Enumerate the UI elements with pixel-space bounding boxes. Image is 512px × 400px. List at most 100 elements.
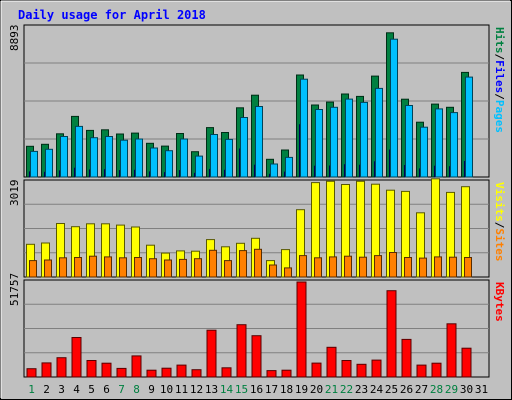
bar-pages-day-11	[180, 138, 188, 178]
bar-sites-day-12	[194, 258, 202, 278]
bar-kbytes-day-4	[71, 337, 82, 378]
x-tick-label-day-7: 7	[118, 383, 125, 396]
x-tick-label-day-18: 18	[280, 383, 293, 396]
bar-kbytes-day-12	[191, 369, 202, 378]
legend-kbytes: KBytes	[493, 282, 506, 322]
x-tick-label-day-22: 22	[340, 383, 353, 396]
bar-kbytes-day-2	[41, 362, 52, 378]
x-tick-label-day-6: 6	[103, 383, 110, 396]
legend-separator: /	[493, 54, 506, 61]
bar-pages-day-21	[330, 106, 338, 178]
bar-pages-day-22	[345, 98, 353, 178]
bar-kbytes-day-7	[116, 367, 127, 378]
bar-pages-day-10	[165, 150, 173, 178]
bar-sites-day-5	[89, 255, 97, 278]
x-tick-label-day-25: 25	[385, 383, 398, 396]
bar-pages-day-13	[210, 134, 218, 178]
bar-sites-day-28	[434, 256, 442, 278]
bar-pages-day-18	[285, 156, 293, 178]
x-tick-label-day-29: 29	[445, 383, 458, 396]
bar-sites-day-9	[149, 258, 157, 278]
bar-sites-day-30	[464, 257, 472, 278]
x-tick-label-day-15: 15	[235, 383, 248, 396]
bar-kbytes-day-11	[176, 364, 187, 378]
bar-sites-day-10	[164, 259, 172, 278]
bar-pages-day-5	[90, 137, 98, 178]
bar-sites-day-26	[404, 257, 412, 278]
bar-kbytes-day-6	[101, 362, 112, 378]
x-tick-label-day-17: 17	[265, 383, 278, 396]
x-tick-label-day-16: 16	[250, 383, 263, 396]
bar-kbytes-day-23	[356, 363, 367, 378]
x-tick-label-day-5: 5	[88, 383, 95, 396]
bar-kbytes-day-21	[326, 346, 337, 378]
legend-label-kbytes: KBytes	[493, 282, 506, 322]
bar-pages-day-9	[150, 147, 158, 178]
bar-kbytes-day-14	[221, 367, 232, 378]
legend-visits-sites: Visits/Sites	[493, 182, 506, 262]
x-tick-label-day-23: 23	[355, 383, 368, 396]
x-tick-label-day-31: 31	[475, 383, 488, 396]
bar-sites-day-14	[224, 260, 232, 278]
bar-sites-day-3	[59, 257, 67, 278]
bar-kbytes-day-19	[296, 281, 307, 378]
x-tick-label-day-8: 8	[133, 383, 140, 396]
x-tick-label-day-13: 13	[205, 383, 218, 396]
legend-label-visits: Visits	[493, 182, 506, 222]
bar-kbytes-day-18	[281, 369, 292, 378]
bar-sites-day-17	[269, 264, 277, 278]
bar-sites-day-22	[344, 255, 352, 278]
bar-sites-day-13	[209, 249, 217, 278]
x-tick-label-day-2: 2	[43, 383, 50, 396]
bar-pages-day-17	[270, 163, 278, 178]
bar-pages-day-23	[360, 101, 368, 178]
bar-sites-day-24	[374, 255, 382, 278]
bar-kbytes-day-1	[26, 368, 37, 378]
bar-kbytes-day-3	[56, 357, 67, 378]
bar-sites-day-25	[389, 252, 397, 278]
bar-sites-day-19	[299, 255, 307, 278]
bar-pages-day-1	[30, 150, 38, 178]
bar-pages-day-24	[375, 87, 383, 178]
bar-sites-day-2	[44, 259, 52, 278]
bar-sites-day-4	[74, 257, 82, 278]
legend-label-sites: Sites	[493, 228, 506, 261]
bar-kbytes-day-9	[146, 369, 157, 378]
bar-pages-day-27	[420, 126, 428, 178]
legend-label-files: Files	[493, 60, 506, 93]
bar-sites-day-16	[254, 248, 262, 278]
bar-kbytes-day-30	[461, 347, 472, 378]
bar-kbytes-day-29	[446, 323, 457, 378]
x-tick-label-day-20: 20	[310, 383, 323, 396]
x-tick-label-day-24: 24	[370, 383, 384, 396]
bar-pages-day-3	[60, 136, 68, 178]
bar-pages-day-6	[105, 136, 113, 178]
bar-pages-day-2	[45, 148, 53, 178]
legend-label-pages: Pages	[493, 100, 506, 133]
bar-sites-day-6	[104, 256, 112, 278]
bar-pages-day-30	[465, 76, 473, 178]
y-max-label: 51757	[8, 273, 21, 306]
bar-pages-day-12	[195, 155, 203, 178]
x-tick-label-day-12: 12	[190, 383, 203, 396]
bar-sites-day-21	[329, 256, 337, 278]
legend-separator: /	[493, 222, 506, 229]
bar-kbytes-day-15	[236, 324, 247, 378]
x-tick-label-day-14: 14	[220, 383, 234, 396]
bar-pages-day-14	[225, 138, 233, 178]
legend-separator: /	[493, 93, 506, 100]
bar-kbytes-day-8	[131, 355, 142, 378]
x-tick-label-day-11: 11	[175, 383, 188, 396]
x-axis-labels: 1 2 3 4 5 6 7 8 9 10 11 12 13 14 15 16 17 18 19 20 21 22 23 24 2…	[28, 383, 488, 396]
bar-pages-day-15	[240, 117, 248, 178]
bar-sites-day-1	[29, 260, 37, 278]
legend-label-hits: Hits	[493, 27, 506, 54]
x-tick-label-day-1: 1	[28, 383, 35, 396]
x-tick-label-day-28: 28	[430, 383, 443, 396]
x-tick-label-day-26: 26	[400, 383, 413, 396]
chart-title: Daily usage for April 2018	[18, 8, 206, 22]
y-max-label: 8893	[8, 25, 21, 52]
panel-kbytes: 51757 KBytes	[8, 273, 506, 378]
